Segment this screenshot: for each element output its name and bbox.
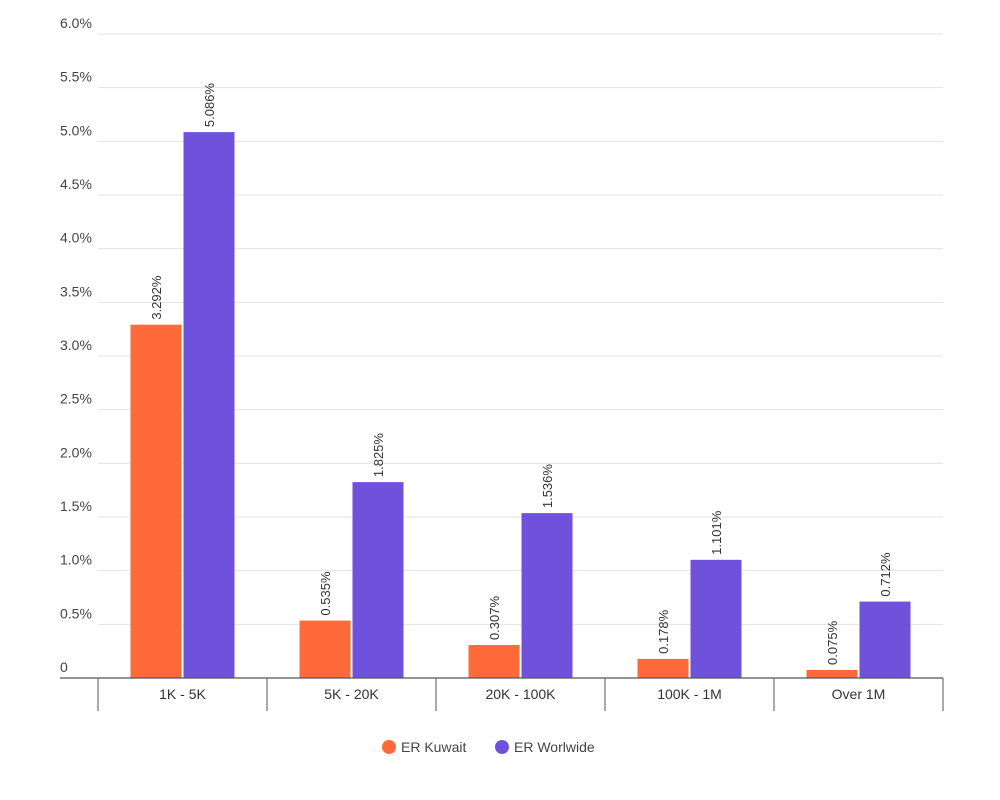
y-tick-label: 3.5% <box>60 283 92 299</box>
legend-label: ER Worlwide <box>514 739 595 755</box>
gridlines <box>98 33 943 625</box>
bar-value-label: 1.825% <box>371 433 386 478</box>
y-tick-label: 1.0% <box>60 552 92 568</box>
legend-item-er-worlwide[interactable]: ER Worlwide <box>495 739 595 755</box>
bar-er-worlwide <box>352 482 404 678</box>
bar-value-label: 0.307% <box>487 596 502 641</box>
bar-er-worlwide <box>183 132 235 678</box>
y-tick-label: 2.5% <box>60 391 92 407</box>
bar-value-label: 1.101% <box>709 510 724 555</box>
bar-er-kuwait <box>130 324 182 678</box>
y-tick-label: 4.5% <box>60 176 92 192</box>
bar-value-label: 0.535% <box>318 571 333 616</box>
bar-value-label: 0.712% <box>878 552 893 597</box>
y-tick-label: 5.5% <box>60 69 92 85</box>
x-category-label: 20K - 100K <box>485 686 556 702</box>
bar-er-worlwide <box>521 513 573 678</box>
y-tick-label: 0.5% <box>60 605 92 621</box>
y-tick-label: 1.5% <box>60 498 92 514</box>
x-category-label: 5K - 20K <box>324 686 379 702</box>
bar-er-kuwait <box>468 645 520 678</box>
bar-value-label: 0.075% <box>825 620 840 665</box>
y-axis-ticks: 0 0.5% 1.0% 1.5% 2.0% 2.5% 3.0% 3.5% 4.0% 4.5% 5.0… <box>60 15 92 675</box>
x-category-label: 100K - 1M <box>657 686 722 702</box>
y-tick-label: 3.0% <box>60 337 92 353</box>
bar-er-kuwait <box>637 658 689 678</box>
y-tick-label: 5.0% <box>60 122 92 138</box>
x-category-label: 1K - 5K <box>159 686 206 702</box>
y-tick-label: 0 <box>60 659 68 675</box>
x-category-label: Over 1M <box>832 686 886 702</box>
legend-swatch <box>382 740 396 754</box>
legend-swatch <box>495 740 509 754</box>
bar-value-label: 1.536% <box>540 464 555 509</box>
bar-er-kuwait <box>806 669 858 678</box>
bar-er-worlwide <box>859 601 911 678</box>
bar-er-worlwide <box>690 559 742 678</box>
legend-label: ER Kuwait <box>401 739 466 755</box>
y-tick-label: 4.0% <box>60 230 92 246</box>
data-labels: 3.292% 5.086% 0.535% 1.825% 0.307% 1.536% 0.17… <box>149 83 893 665</box>
x-axis: 1K - 5K 5K - 20K 20K - 100K 100K - 1M Over 1… <box>60 677 944 711</box>
bar-value-label: 5.086% <box>202 83 217 128</box>
legend-item-er-kuwait[interactable]: ER Kuwait <box>382 739 466 755</box>
legend: ER Kuwait ER Worlwide <box>382 739 595 755</box>
bar-er-kuwait <box>299 620 351 678</box>
bar-value-label: 3.292% <box>149 275 164 320</box>
y-tick-label: 2.0% <box>60 444 92 460</box>
y-tick-label: 6.0% <box>60 15 92 31</box>
bar-value-label: 0.178% <box>656 609 671 654</box>
bars <box>130 132 911 678</box>
